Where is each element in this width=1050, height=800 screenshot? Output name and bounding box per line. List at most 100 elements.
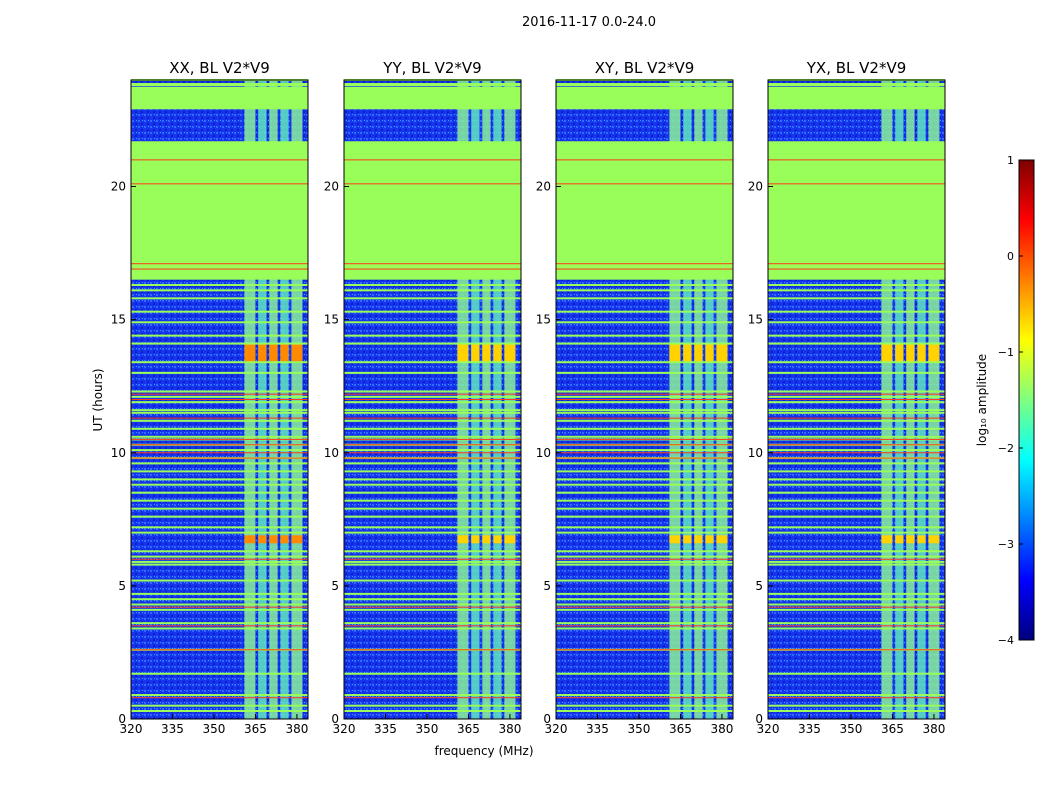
flag-line: [131, 82, 308, 85]
panel-frame: [767, 79, 946, 720]
flag-line: [768, 555, 945, 558]
flag-line: [556, 419, 733, 422]
flag-line: [556, 409, 733, 412]
flag-line: [768, 411, 945, 414]
flag-line: [344, 297, 521, 300]
flag-line: [768, 342, 945, 345]
flag-line: [131, 462, 308, 465]
strong-rfi-block: [269, 535, 278, 544]
flag-line: [131, 560, 308, 563]
flag-line: [131, 515, 308, 518]
flag-line: [556, 531, 733, 534]
flag-line: [556, 491, 733, 494]
x-tick-label: 350: [840, 722, 863, 736]
flag-line: [556, 478, 733, 481]
flag-line: [768, 334, 945, 337]
flag-line: [556, 515, 733, 518]
flag-line: [556, 427, 733, 430]
flag-line: [556, 449, 733, 452]
x-tick-label: 350: [416, 722, 439, 736]
strong-rfi-block: [457, 535, 469, 544]
flag-line: [131, 409, 308, 412]
flag-line: [556, 704, 733, 707]
flag-line: [131, 361, 308, 364]
flag-line: [131, 401, 308, 404]
panel-title: XY, BL V2*V9: [595, 59, 695, 77]
flag-line: [556, 560, 733, 563]
rfi-line: [556, 444, 733, 446]
flag-line: [131, 563, 308, 566]
flag-line: [768, 462, 945, 465]
strong-rfi-block: [694, 535, 703, 544]
flag-line: [344, 672, 521, 675]
rfi-line: [768, 393, 945, 395]
rfi-line: [131, 558, 308, 560]
flag-line: [768, 310, 945, 313]
flag-line: [344, 608, 521, 611]
flag-line: [556, 86, 733, 89]
flag-line: [131, 531, 308, 534]
strong-rfi-block: [504, 343, 516, 363]
rfi-line: [131, 417, 308, 419]
flag-line: [556, 284, 733, 287]
flag-line: [344, 462, 521, 465]
strong-rfi-block: [906, 535, 915, 544]
flag-line: [556, 499, 733, 502]
x-tick-label: 365: [881, 722, 904, 736]
strong-rfi-block: [482, 535, 491, 544]
flag-line: [344, 563, 521, 566]
rfi-line: [131, 697, 308, 699]
flag-line: [768, 289, 945, 292]
flag-line: [768, 435, 945, 438]
flag-line: [556, 598, 733, 601]
rfi-line: [131, 393, 308, 395]
strong-rfi-block: [694, 343, 703, 363]
rfi-line: [344, 263, 521, 265]
colorbar-scale: [1018, 159, 1035, 641]
flagged-range: [768, 87, 945, 110]
flag-line: [344, 449, 521, 452]
flag-line: [131, 395, 308, 398]
flag-line: [768, 82, 945, 85]
x-axis-label: frequency (MHz): [434, 744, 533, 758]
strong-rfi-block: [258, 343, 267, 363]
flag-line: [344, 627, 521, 630]
flag-line: [556, 342, 733, 345]
x-tick-label: 380: [285, 722, 308, 736]
strong-rfi-block: [917, 535, 926, 544]
flag-line: [344, 694, 521, 697]
flag-line: [344, 526, 521, 529]
flag-line: [344, 470, 521, 473]
flag-line: [556, 321, 733, 324]
y-tick-label: 15: [748, 313, 763, 327]
rfi-line: [556, 263, 733, 265]
rfi-line: [344, 399, 521, 400]
y-tick-label: 5: [543, 579, 551, 593]
flag-line: [131, 526, 308, 529]
strong-rfi-block: [291, 535, 303, 544]
flag-line: [768, 321, 945, 324]
flag-line: [344, 491, 521, 494]
panel-title: XX, BL V2*V9: [169, 59, 270, 77]
flag-line: [768, 86, 945, 89]
flag-line: [768, 672, 945, 675]
rfi-line: [768, 558, 945, 560]
rfi-line: [131, 268, 308, 270]
flag-line: [768, 550, 945, 553]
y-axis-label: UT (hours): [91, 368, 105, 431]
rfi-line: [556, 399, 733, 400]
flag-line: [556, 483, 733, 486]
flag-line: [131, 284, 308, 287]
x-tick-label: 335: [161, 722, 184, 736]
colorbar-tick-label: −4: [998, 634, 1014, 647]
panel-4: YX, BL V2*V9 320 335 350 365 380 0 5 10 15 20: [748, 59, 946, 736]
flag-line: [131, 579, 308, 582]
colorbar: 1 0 −1 −2 −3 −4 log₁₀ amplitude: [975, 154, 1035, 647]
flag-line: [768, 579, 945, 582]
x-tick-label: 365: [457, 722, 480, 736]
strong-rfi-block: [482, 343, 491, 363]
y-tick-label: 5: [755, 579, 763, 593]
flag-line: [768, 704, 945, 707]
colorbar-tick-label: 1: [1007, 154, 1014, 167]
panel-3: XY, BL V2*V9 320 335 350 365 380 0 5 10 15 20: [536, 59, 734, 736]
